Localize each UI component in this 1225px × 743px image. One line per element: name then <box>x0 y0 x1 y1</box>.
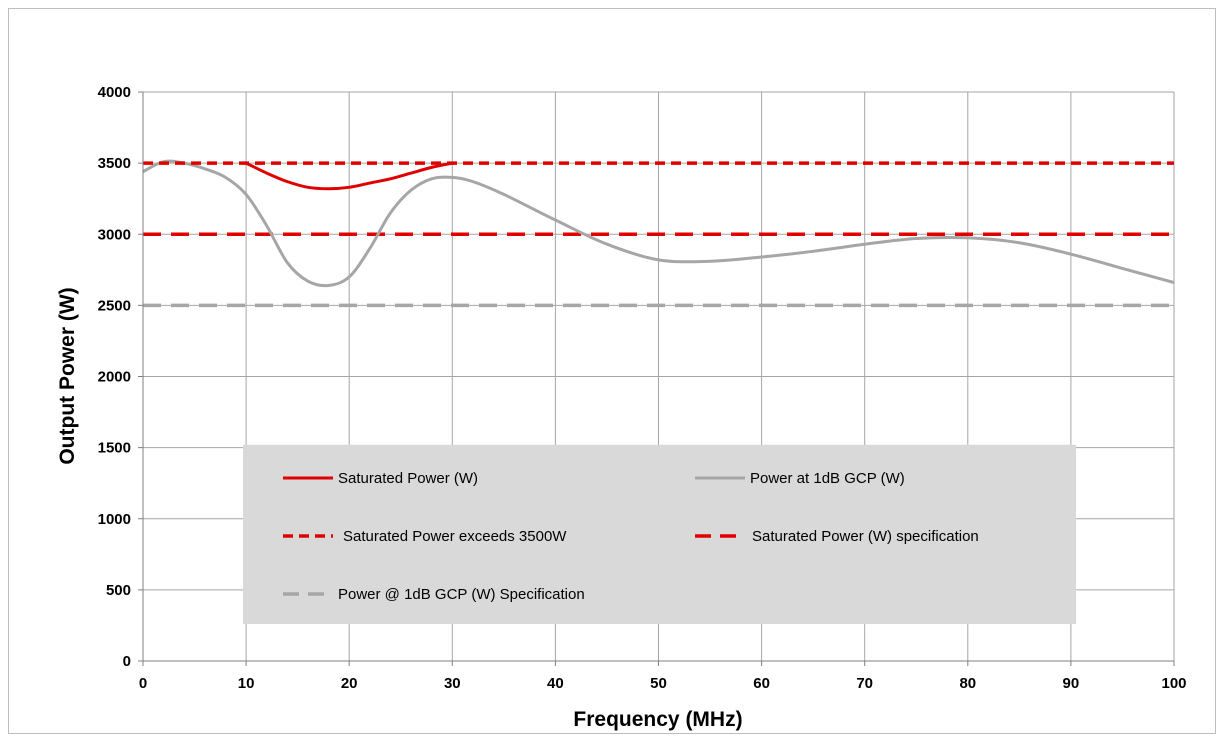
y-tick-label: 500 <box>106 582 131 599</box>
legend-label: Power @ 1dB GCP (W) Specification <box>338 586 585 603</box>
legend-background <box>243 444 1077 625</box>
y-tick-label: 3000 <box>98 226 131 243</box>
series-line-1 <box>142 159 1175 288</box>
x-tick-label: 60 <box>753 675 770 692</box>
x-tick-label: 70 <box>856 675 873 692</box>
x-tick-label: 40 <box>547 675 564 692</box>
y-axis-title: Output Power (W) <box>56 287 79 464</box>
y-tick-label: 0 <box>123 653 131 670</box>
x-tick-label: 80 <box>959 675 976 692</box>
legend-label: Power at 1dB GCP (W) <box>750 470 905 487</box>
x-tick-label: 100 <box>1161 675 1186 692</box>
x-axis-title: Frequency (MHz) <box>573 708 742 731</box>
y-tick-label: 4000 <box>98 84 131 101</box>
x-tick-label: 90 <box>1063 675 1080 692</box>
x-tick-label: 20 <box>341 675 358 692</box>
y-tick-label: 2500 <box>98 297 131 314</box>
series-line-0 <box>245 161 453 191</box>
x-tick-label: 10 <box>238 675 255 692</box>
y-tick-label: 1000 <box>98 511 131 528</box>
x-tick-label: 0 <box>139 675 147 692</box>
y-tick-label: 1500 <box>98 440 131 457</box>
x-tick-label: 50 <box>650 675 667 692</box>
legend-box <box>243 444 1077 625</box>
legend-label: Saturated Power (W) specification <box>752 528 979 545</box>
y-tick-label: 2000 <box>98 369 131 386</box>
series-lines <box>142 159 1175 308</box>
axes: 0 500 1000 1500 2000 2500 3000 3500 4000 0 10 20 30 4… <box>98 84 1187 692</box>
y-tick-label: 3500 <box>98 155 131 172</box>
legend: Saturated Power (W) Power at 1dB GCP (W) S… <box>283 470 979 603</box>
legend-label: Saturated Power exceeds 3500W <box>343 528 567 545</box>
x-tick-label: 30 <box>444 675 461 692</box>
legend-label: Saturated Power (W) <box>338 470 478 487</box>
